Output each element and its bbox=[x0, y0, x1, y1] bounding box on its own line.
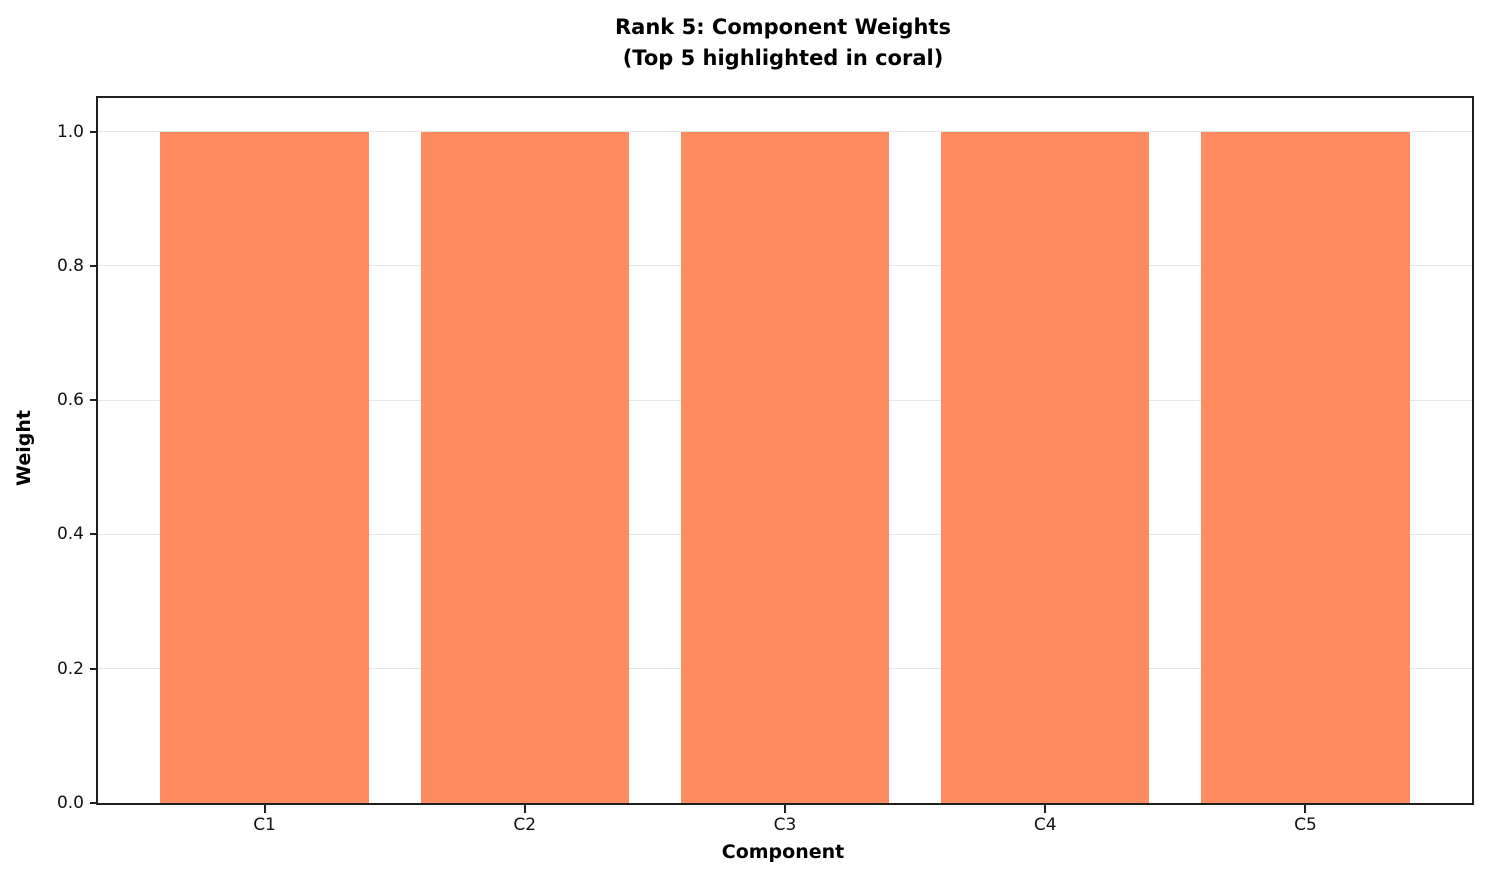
bar-C1 bbox=[160, 131, 369, 803]
y-tick-label: 0.6 bbox=[56, 390, 84, 411]
x-tick-mark bbox=[784, 805, 786, 813]
y-tick-mark bbox=[90, 667, 98, 670]
x-tick-mark bbox=[523, 805, 526, 813]
y-tick-label: 1.0 bbox=[56, 121, 84, 142]
plot-area bbox=[96, 96, 1474, 805]
bar-C4 bbox=[941, 131, 1150, 803]
chart-title: Rank 5: Component Weights bbox=[615, 15, 951, 39]
y-tick-label: 0.0 bbox=[56, 793, 84, 813]
x-tick-label: C5 bbox=[1294, 815, 1317, 835]
y-tick-mark bbox=[90, 533, 98, 536]
bar-C2 bbox=[420, 131, 629, 803]
x-tick-label: C3 bbox=[773, 815, 797, 835]
y-tick-mark bbox=[90, 399, 98, 402]
x-tick-mark bbox=[1304, 805, 1307, 813]
bar-C3 bbox=[680, 131, 890, 803]
y-axis-label: Weight bbox=[13, 410, 35, 486]
y-tick-mark bbox=[90, 802, 98, 804]
chart-title-block: Rank 5: Component Weights (Top 5 highlig… bbox=[96, 12, 1470, 74]
x-tick-label: C2 bbox=[513, 815, 537, 835]
gridline bbox=[98, 131, 1472, 133]
chart-subtitle: (Top 5 highlighted in coral) bbox=[622, 46, 944, 70]
y-tick-label: 0.8 bbox=[56, 255, 84, 276]
y-tick-mark bbox=[90, 264, 98, 267]
bar-C5 bbox=[1201, 131, 1410, 803]
x-tick-mark bbox=[263, 805, 266, 813]
y-tick-label: 0.2 bbox=[56, 658, 84, 679]
x-tick-label: C4 bbox=[1033, 815, 1057, 835]
x-tick-label: C1 bbox=[253, 815, 276, 835]
y-tick-mark bbox=[90, 130, 98, 133]
y-tick-label: 0.4 bbox=[56, 524, 84, 545]
x-axis-label: Component bbox=[721, 841, 845, 863]
x-tick-mark bbox=[1044, 805, 1047, 813]
